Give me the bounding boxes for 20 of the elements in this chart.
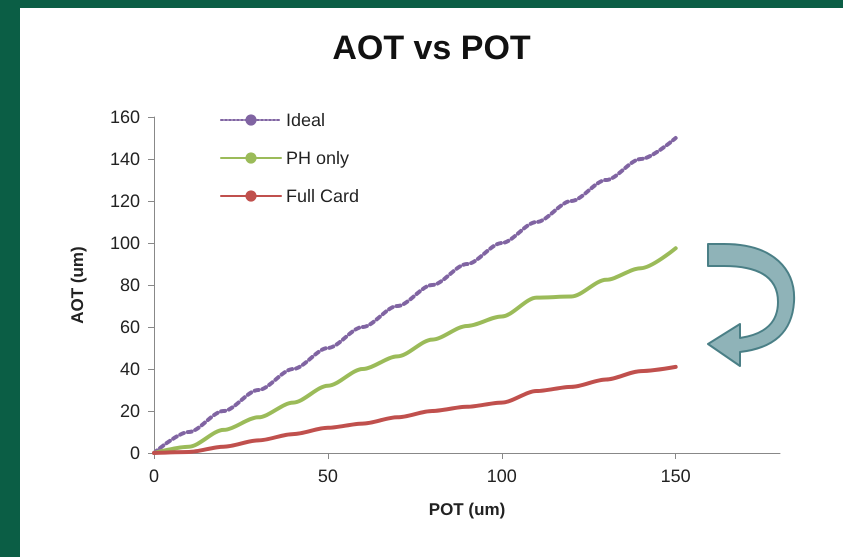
legend-label: Full Card <box>286 186 360 206</box>
y-tick-label: 80 <box>120 275 140 295</box>
legend-label: PH only <box>286 148 350 168</box>
x-tick-label: 100 <box>486 466 517 486</box>
x-axis-title: POT (um) <box>428 500 506 519</box>
x-tick-label: 0 <box>148 466 160 486</box>
y-axis-title: AOT (um) <box>68 246 87 324</box>
y-tick-label: 40 <box>120 359 140 379</box>
x-tick-label: 150 <box>660 466 691 486</box>
line-series <box>152 364 678 455</box>
y-tick-label: 0 <box>130 443 140 463</box>
y-tick-label: 140 <box>110 149 140 169</box>
x-tick-label: 50 <box>318 466 338 486</box>
y-tick-label: 100 <box>110 233 140 253</box>
y-tick-label: 160 <box>110 107 140 127</box>
legend-label: Ideal <box>286 110 326 130</box>
chart-title: AOT vs POT <box>332 29 531 67</box>
y-tick-label: 20 <box>120 401 140 421</box>
y-tick-label: 60 <box>120 317 140 337</box>
y-tick-label: 120 <box>110 191 140 211</box>
